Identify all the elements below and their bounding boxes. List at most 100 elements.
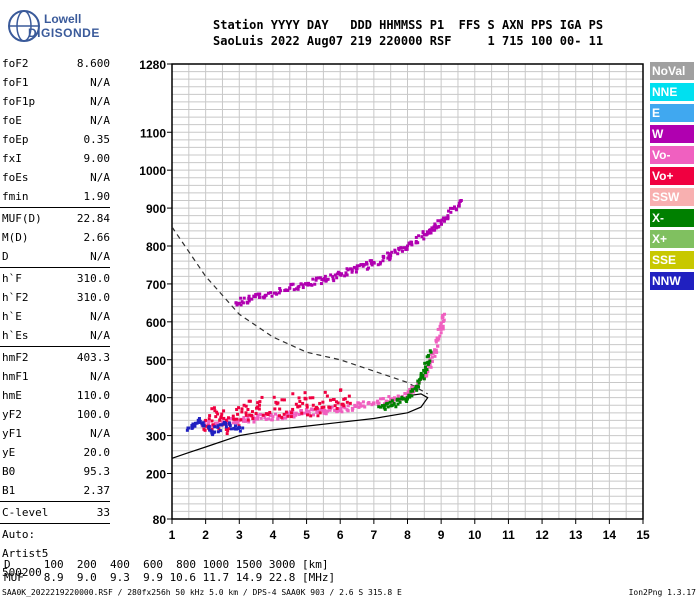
echo-point: [332, 279, 336, 283]
echo-point: [338, 272, 342, 276]
echo-point: [208, 428, 212, 432]
param-name: hmE: [2, 389, 22, 402]
globe-logo-icon: [8, 10, 40, 42]
echo-point: [396, 394, 400, 398]
echo-point: [331, 277, 335, 281]
x-tick-label: 2: [202, 528, 209, 542]
echo-point: [433, 222, 437, 226]
echo-point: [228, 424, 232, 428]
echo-point: [324, 279, 328, 283]
echo-point: [257, 293, 261, 297]
echo-point: [294, 287, 298, 291]
x-tick-label: 10: [468, 528, 482, 542]
echo-point: [425, 232, 429, 236]
echo-point: [347, 394, 351, 398]
echo-point: [372, 401, 376, 405]
echo-point: [204, 424, 208, 428]
echo-point: [439, 221, 443, 225]
y-tick-label: 700: [146, 278, 166, 292]
echo-point: [402, 246, 406, 250]
echo-point: [256, 413, 260, 417]
echo-point: [343, 406, 347, 410]
echo-point: [396, 402, 400, 406]
echo-point: [398, 400, 402, 404]
param-foe: foE N/A: [2, 111, 110, 130]
echo-point: [213, 409, 217, 413]
echo-point: [286, 288, 290, 292]
echo-point: [248, 399, 252, 403]
legend-item-ssw: SSW: [650, 188, 694, 206]
echo-point: [345, 400, 349, 404]
echo-point: [340, 410, 344, 414]
echo-point: [350, 268, 354, 272]
echo-point: [421, 375, 425, 379]
echo-point: [389, 398, 393, 402]
echo-point: [425, 368, 429, 372]
echo-point: [311, 277, 315, 281]
echo-point: [187, 426, 191, 430]
param-md: M(D) 2.66: [2, 228, 110, 247]
logo-line2: DIGISONDE: [28, 26, 100, 40]
echo-point: [363, 405, 367, 409]
echo-point: [267, 417, 271, 421]
echo-point: [328, 398, 332, 402]
echo-point: [272, 395, 276, 399]
echo-point: [422, 377, 426, 381]
y-tick-label: 1280: [139, 58, 166, 72]
x-tick-label: 14: [603, 528, 617, 542]
echo-point: [350, 408, 354, 412]
legend-item-e: E: [650, 104, 694, 122]
param-ye: yE 20.0: [2, 443, 110, 462]
echo-point: [264, 412, 268, 416]
echo-point: [428, 359, 432, 363]
echo-point: [203, 422, 207, 426]
echo-point: [439, 321, 443, 325]
echo-point: [459, 199, 463, 202]
echo-point: [229, 427, 233, 431]
legend-item-noval: NoVal: [650, 62, 694, 80]
echo-point: [354, 270, 358, 274]
echo-point: [389, 253, 393, 257]
echo-point: [315, 406, 319, 410]
echo-point: [303, 411, 307, 415]
echo-point: [278, 289, 282, 293]
echo-point: [213, 430, 217, 434]
param-foes: foEs N/A: [2, 168, 110, 187]
echo-point: [269, 291, 273, 295]
echo-point: [442, 216, 446, 220]
echo-point: [218, 429, 222, 433]
param-value: N/A: [90, 329, 110, 342]
echo-point: [231, 414, 235, 418]
echo-point: [197, 420, 201, 424]
echo-point: [426, 369, 430, 373]
echo-point: [213, 425, 217, 429]
echo-point: [299, 282, 303, 286]
param-value: N/A: [90, 427, 110, 440]
echo-point: [294, 402, 298, 406]
echo-point: [357, 405, 361, 409]
y-tick-label: 80: [153, 513, 167, 527]
echo-point: [307, 411, 311, 415]
echo-point: [359, 263, 363, 267]
echo-point: [426, 364, 430, 368]
echo-point: [321, 400, 325, 404]
echo-point: [273, 412, 277, 416]
echo-point: [333, 273, 337, 277]
echo-point: [314, 276, 318, 280]
echo-point: [233, 417, 237, 421]
echo-point: [216, 412, 220, 416]
echo-point: [370, 403, 374, 407]
param-hmf2: hmF2 403.3: [2, 348, 110, 367]
autoscaling-info: Auto:: [2, 528, 36, 541]
echo-point: [437, 337, 441, 341]
echo-point: [244, 413, 248, 417]
echo-point: [406, 396, 409, 400]
footer-file-info: SAA0K_2022219220000.RSF / 280fx256h 50 k…: [2, 588, 402, 597]
echo-point: [427, 231, 431, 235]
echo-point: [292, 288, 296, 292]
echo-point: [423, 361, 427, 365]
echo-point: [338, 409, 342, 413]
header-line2: SaoLuis 2022 Aug07 219 220000 RSF 1 715 …: [213, 34, 604, 48]
echo-point: [340, 405, 344, 409]
y-tick-label: 300: [146, 430, 166, 444]
